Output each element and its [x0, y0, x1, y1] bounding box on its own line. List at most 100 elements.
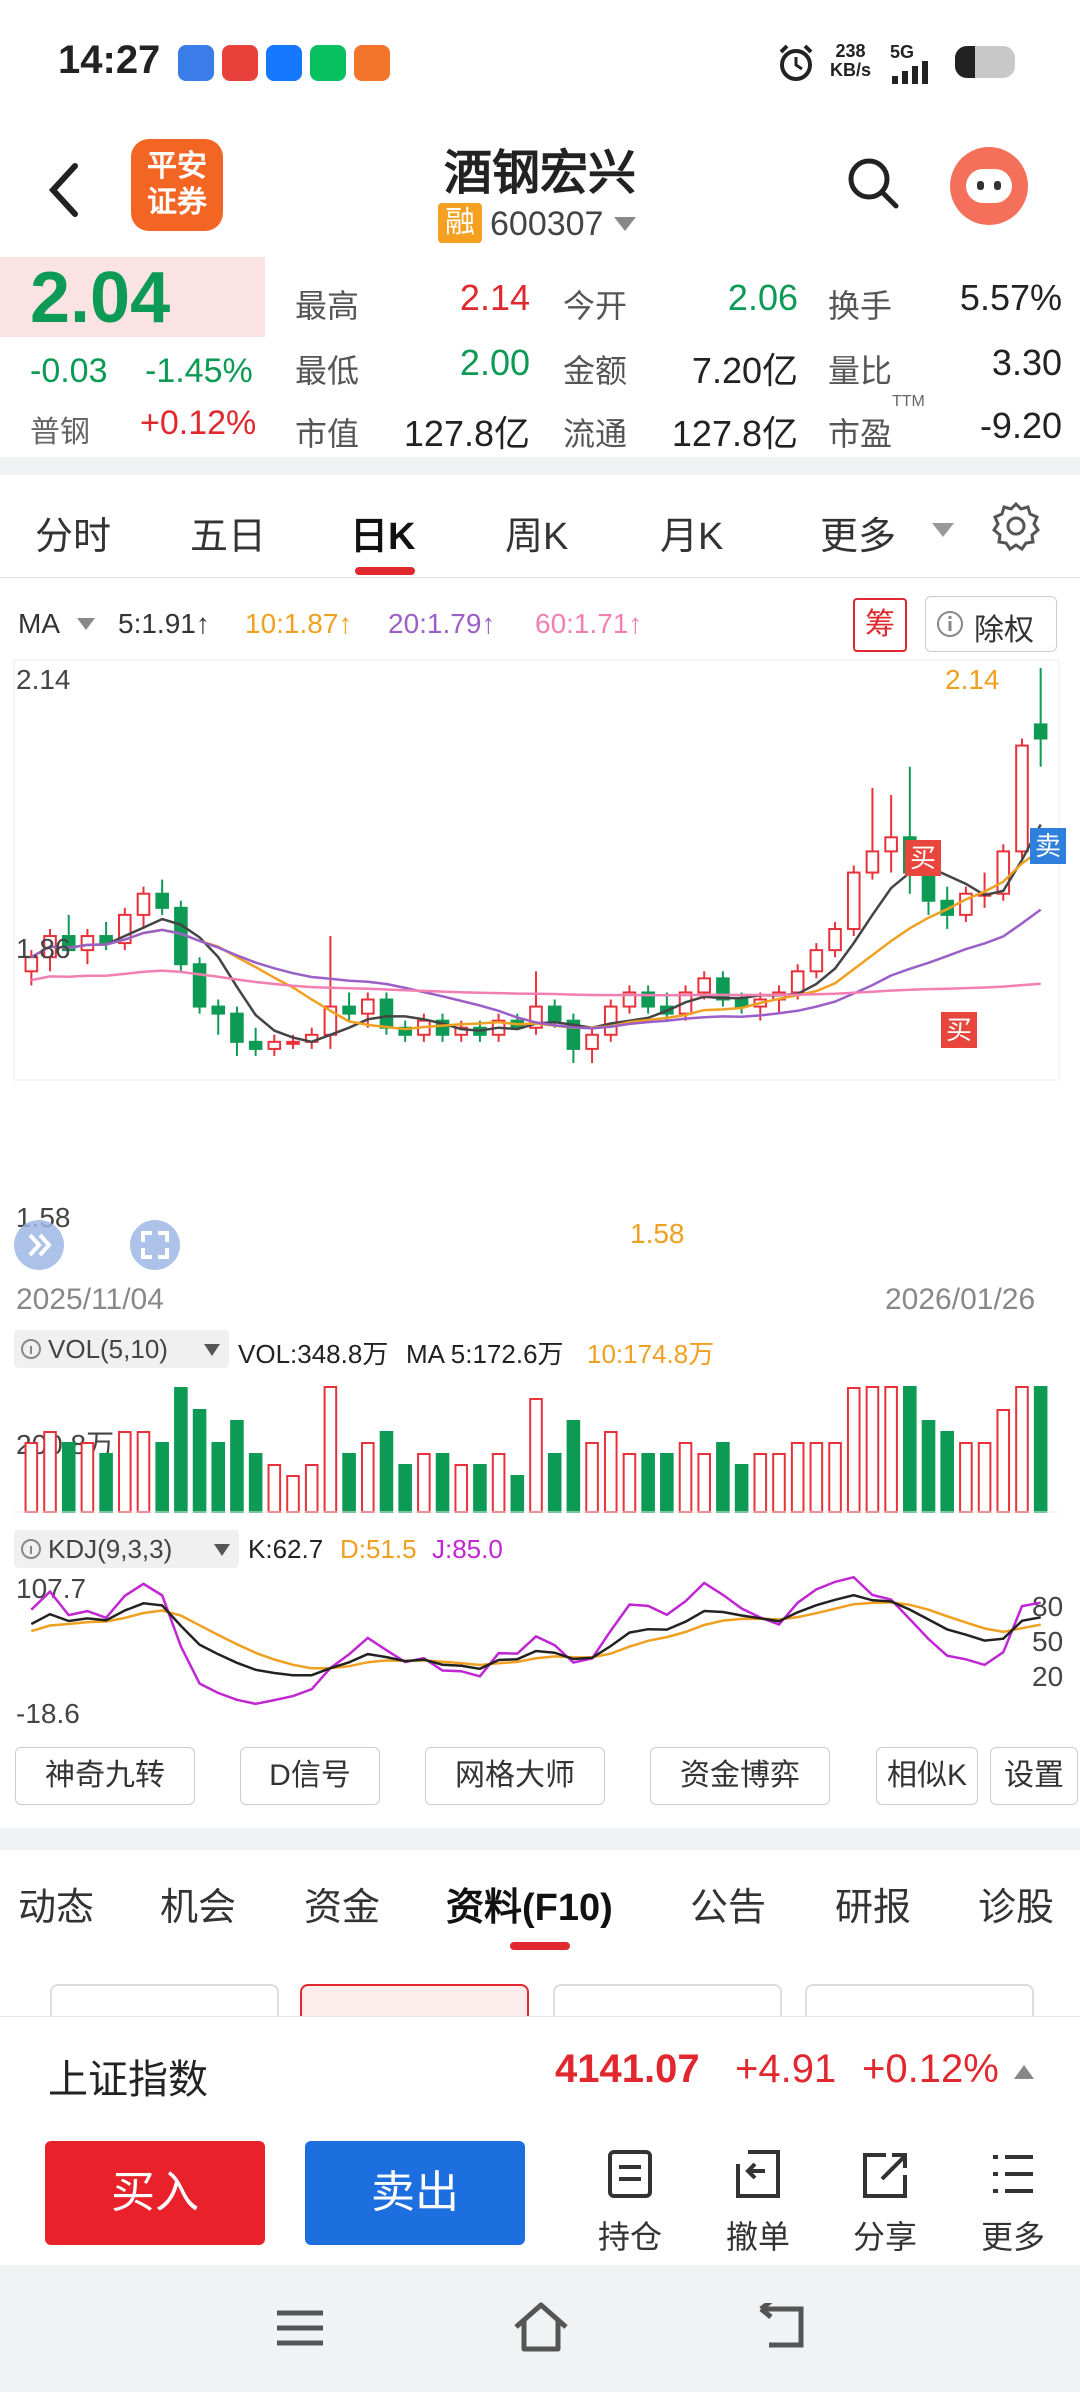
tab-daily-k[interactable]: 日K — [350, 516, 416, 558]
info-icon — [21, 1339, 41, 1359]
kdj-d-line — [30, 1601, 1041, 1670]
f10-subtab[interactable] — [805, 1984, 1034, 2026]
candle — [1015, 738, 1029, 859]
chevron-down-icon[interactable] — [75, 616, 97, 632]
capital-game-button[interactable]: 资金博弈 — [650, 1747, 830, 1805]
volume-bar — [547, 1453, 562, 1513]
volume-bar — [846, 1387, 861, 1513]
settings-gear-icon[interactable] — [990, 500, 1042, 552]
chart-panel: MA 5:1.91↑ 10:1.87↑ 20:1.79↑ 60:1.71↑ 筹 … — [0, 578, 1080, 1828]
candle — [1033, 668, 1048, 767]
tab-intraday[interactable]: 分时 — [35, 516, 112, 558]
ex-right-button[interactable]: 除权 — [925, 596, 1057, 652]
ma10-value: 10:1.87↑ — [245, 608, 353, 639]
chevron-down-icon[interactable] — [930, 521, 956, 539]
back-arrow-icon[interactable] — [45, 160, 85, 220]
home-icon[interactable] — [512, 2301, 570, 2353]
magic-nine-button[interactable]: 神奇九转 — [15, 1747, 195, 1805]
grid-master-button[interactable]: 网格大师 — [425, 1747, 605, 1805]
volume-bar — [510, 1475, 525, 1513]
sell-button[interactable]: 卖出 — [305, 2141, 525, 2245]
menu-icon[interactable] — [275, 2307, 325, 2349]
buy-button[interactable]: 买入 — [45, 2141, 265, 2245]
candle — [716, 971, 730, 1007]
volume-bar — [248, 1453, 263, 1513]
d-signal-button[interactable]: D信号 — [240, 1747, 380, 1805]
tab-research[interactable]: 研报 — [835, 1887, 912, 1929]
sector-name[interactable]: 普钢 — [30, 416, 90, 449]
x-start-date: 2025/11/04 — [16, 1283, 164, 1316]
candle — [959, 886, 973, 922]
candle — [398, 1020, 412, 1042]
candle — [267, 1034, 282, 1056]
share-action[interactable]: 分享 — [840, 2137, 930, 2265]
quote-field-label: 市盈 — [828, 416, 893, 452]
candle — [622, 985, 637, 1014]
tab-news[interactable]: 动态 — [18, 1887, 95, 1929]
tab-diagnosis[interactable]: 诊股 — [978, 1887, 1055, 1929]
settings-button[interactable]: 设置 — [990, 1747, 1078, 1805]
kdj-chart[interactable] — [0, 1568, 1080, 1718]
volume-bar — [491, 1453, 506, 1513]
stock-code[interactable]: 600307 — [490, 205, 604, 243]
index-ticker[interactable]: 上证指数 4141.07 +4.91 +0.12% — [0, 2016, 1080, 2138]
search-icon[interactable] — [845, 155, 901, 211]
quote-field-value: 7.20亿 — [691, 350, 798, 391]
quote-field-value: 5.57% — [959, 277, 1062, 318]
position-action[interactable]: 持仓 — [585, 2137, 675, 2265]
chevron-down-icon — [214, 1544, 230, 1556]
volume-bar — [61, 1442, 76, 1513]
volume-chart[interactable] — [0, 1370, 1080, 1520]
ma-indicator-label[interactable]: MA — [18, 608, 60, 639]
volume-bar — [603, 1431, 618, 1513]
volume-bar — [734, 1464, 749, 1513]
volume-bar — [43, 1431, 57, 1513]
candle — [828, 921, 842, 958]
chevron-down-icon[interactable] — [612, 215, 638, 233]
candlestick-chart[interactable] — [0, 658, 1080, 1118]
more-action[interactable]: 更多 — [968, 2137, 1058, 2265]
tab-more[interactable]: 更多 — [820, 516, 897, 558]
buy-signal-badge: 买 — [905, 840, 941, 876]
volume-bar — [566, 1420, 581, 1513]
cancel-order-action[interactable]: 撤单 — [713, 2137, 803, 2265]
volume-bar — [622, 1453, 637, 1513]
app-notification-icon — [178, 45, 214, 81]
active-tab-indicator — [355, 567, 415, 575]
volume-bar — [716, 1442, 730, 1513]
back-icon[interactable] — [755, 2303, 807, 2351]
volume-bar — [379, 1431, 394, 1513]
volume-bar — [884, 1386, 898, 1513]
price-highlight — [0, 257, 265, 337]
volume-bar — [1033, 1386, 1048, 1513]
candle — [342, 992, 356, 1021]
ma60-value: 60:1.71↑ — [535, 608, 643, 639]
volume-bar — [940, 1431, 954, 1513]
kdj-indicator-selector[interactable]: KDJ(9,3,3) — [14, 1530, 239, 1568]
kdj-ref-50: 50 — [1032, 1626, 1064, 1657]
tab-weekly-k[interactable]: 周K — [505, 516, 569, 558]
stock-name: 酒钢宏兴 — [443, 147, 636, 200]
chip-distribution-button[interactable]: 筹 — [853, 598, 907, 652]
tab-announcement[interactable]: 公告 — [690, 1887, 767, 1929]
tab-capital[interactable]: 资金 — [304, 1887, 381, 1929]
vol-indicator-selector[interactable]: VOL(5,10) — [14, 1330, 229, 1368]
app-notification-icon — [222, 45, 258, 81]
tab-monthly-k[interactable]: 月K — [660, 516, 724, 558]
similar-k-button[interactable]: 相似K — [876, 1747, 978, 1805]
expand-panel-button[interactable] — [14, 1220, 64, 1270]
price-change: -0.03 — [30, 352, 108, 390]
tab-five-day[interactable]: 五日 — [190, 516, 267, 558]
f10-subtab[interactable] — [50, 1984, 279, 2026]
volume-bar — [959, 1442, 973, 1513]
f10-subtab-row — [0, 1950, 1080, 2026]
volume-bar — [230, 1420, 244, 1513]
fullscreen-button[interactable] — [130, 1220, 180, 1270]
tab-opportunity[interactable]: 机会 — [160, 1887, 237, 1929]
avatar[interactable] — [950, 147, 1028, 225]
status-bar: 14:27 238 KB/s 5G — [0, 0, 1080, 125]
broker-logo: 平安 证券 — [131, 139, 223, 231]
f10-subtab[interactable] — [553, 1984, 782, 2026]
tab-f10[interactable]: 资料(F10) — [446, 1887, 613, 1929]
active-tab-indicator — [510, 1942, 570, 1950]
